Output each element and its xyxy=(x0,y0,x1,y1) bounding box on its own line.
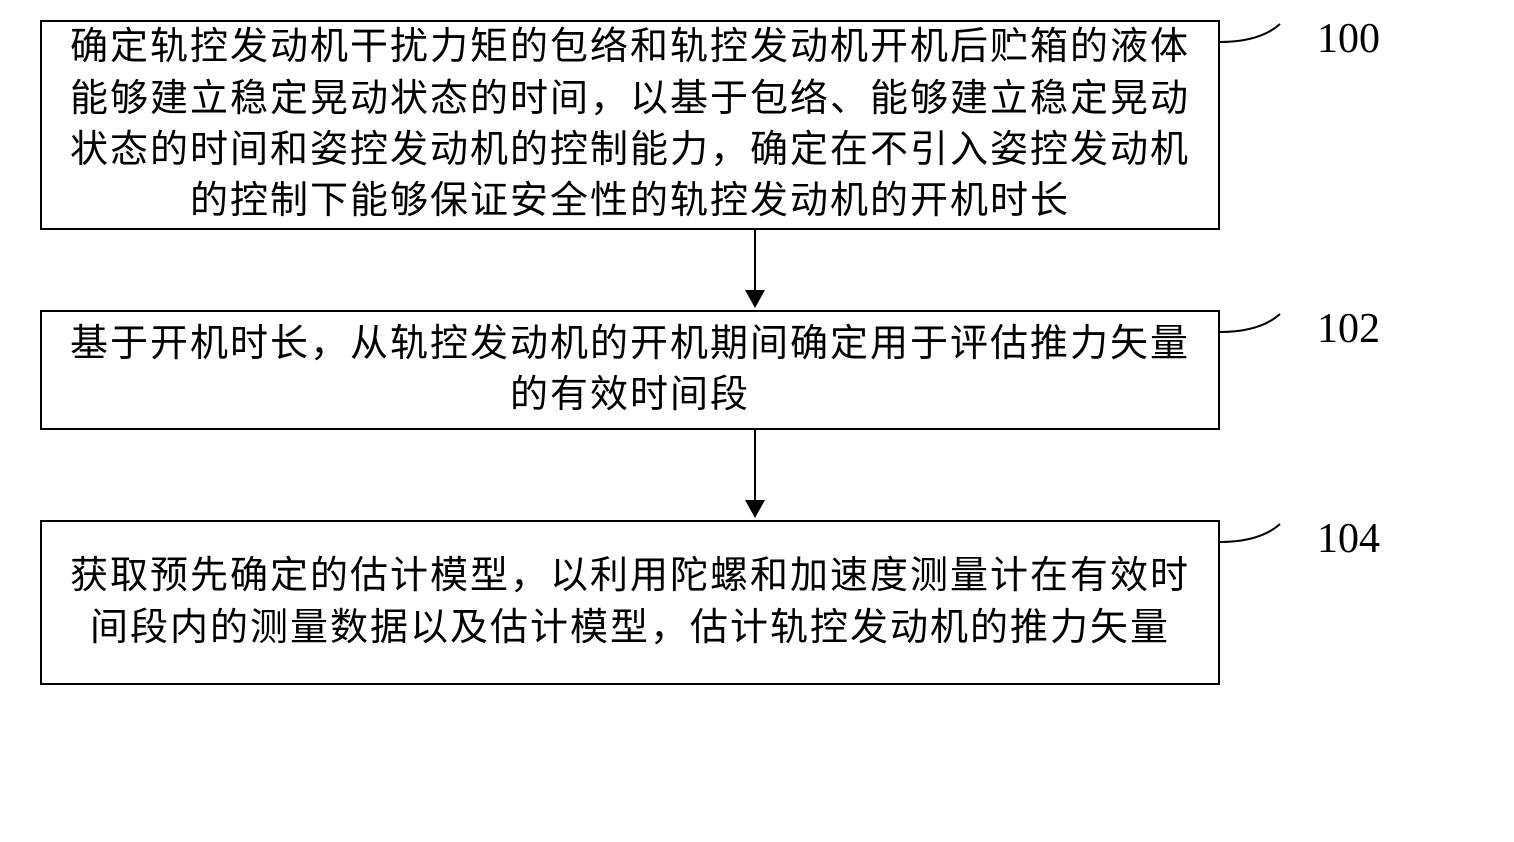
step-box-102: 基于开机时长，从轨控发动机的开机期间确定用于评估推力矢量的有效时间段 xyxy=(40,310,1220,430)
step-text-104: 获取预先确定的估计模型，以利用陀螺和加速度测量计在有效时间段内的测量数据以及估计… xyxy=(62,551,1198,654)
step-text-102: 基于开机时长，从轨控发动机的开机期间确定用于评估推力矢量的有效时间段 xyxy=(62,319,1198,422)
arrow-1 xyxy=(735,230,775,310)
step-label-100: 100 xyxy=(1317,15,1380,63)
step-label-102: 102 xyxy=(1317,305,1380,353)
arrow-2 xyxy=(735,430,775,520)
flowchart-container: 确定轨控发动机干扰力矩的包络和轨控发动机开机后贮箱的液体能够建立稳定晃动状态的时… xyxy=(40,20,1470,685)
step-box-104: 获取预先确定的估计模型，以利用陀螺和加速度测量计在有效时间段内的测量数据以及估计… xyxy=(40,520,1220,685)
step-box-100: 确定轨控发动机干扰力矩的包络和轨控发动机开机后贮箱的液体能够建立稳定晃动状态的时… xyxy=(40,20,1220,230)
step-text-100: 确定轨控发动机干扰力矩的包络和轨控发动机开机后贮箱的液体能够建立稳定晃动状态的时… xyxy=(62,22,1198,227)
step-wrap-100: 确定轨控发动机干扰力矩的包络和轨控发动机开机后贮箱的液体能够建立稳定晃动状态的时… xyxy=(40,20,1220,230)
step-wrap-102: 基于开机时长，从轨控发动机的开机期间确定用于评估推力矢量的有效时间段 102 xyxy=(40,310,1220,430)
step-label-104: 104 xyxy=(1317,515,1380,563)
step-wrap-104: 获取预先确定的估计模型，以利用陀螺和加速度测量计在有效时间段内的测量数据以及估计… xyxy=(40,520,1220,685)
